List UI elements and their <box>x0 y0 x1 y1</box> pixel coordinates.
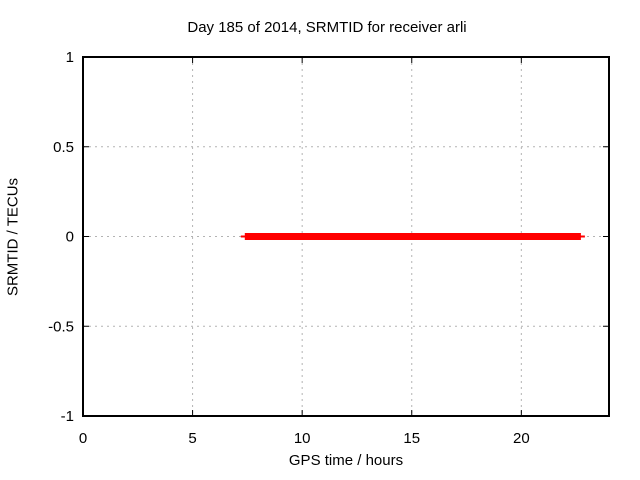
x-tick-label: 0 <box>79 430 87 447</box>
x-tick-label: 15 <box>403 430 420 447</box>
plot-frame <box>82 56 610 417</box>
y-tick-label: 0 <box>66 229 74 246</box>
x-tick-label: 10 <box>294 430 311 447</box>
x-axis-label: GPS time / hours <box>288 452 404 469</box>
y-tick-label: -0.5 <box>48 318 74 335</box>
chart-title: Day 185 of 2014, SRMTID for receiver arl… <box>187 19 467 36</box>
y-tick-label: 1 <box>66 49 74 66</box>
y-tick-label: 0.5 <box>53 139 74 156</box>
y-tick-label: -1 <box>61 408 74 425</box>
x-tick-label: 5 <box>188 430 196 447</box>
x-tick-label: 20 <box>513 430 530 447</box>
